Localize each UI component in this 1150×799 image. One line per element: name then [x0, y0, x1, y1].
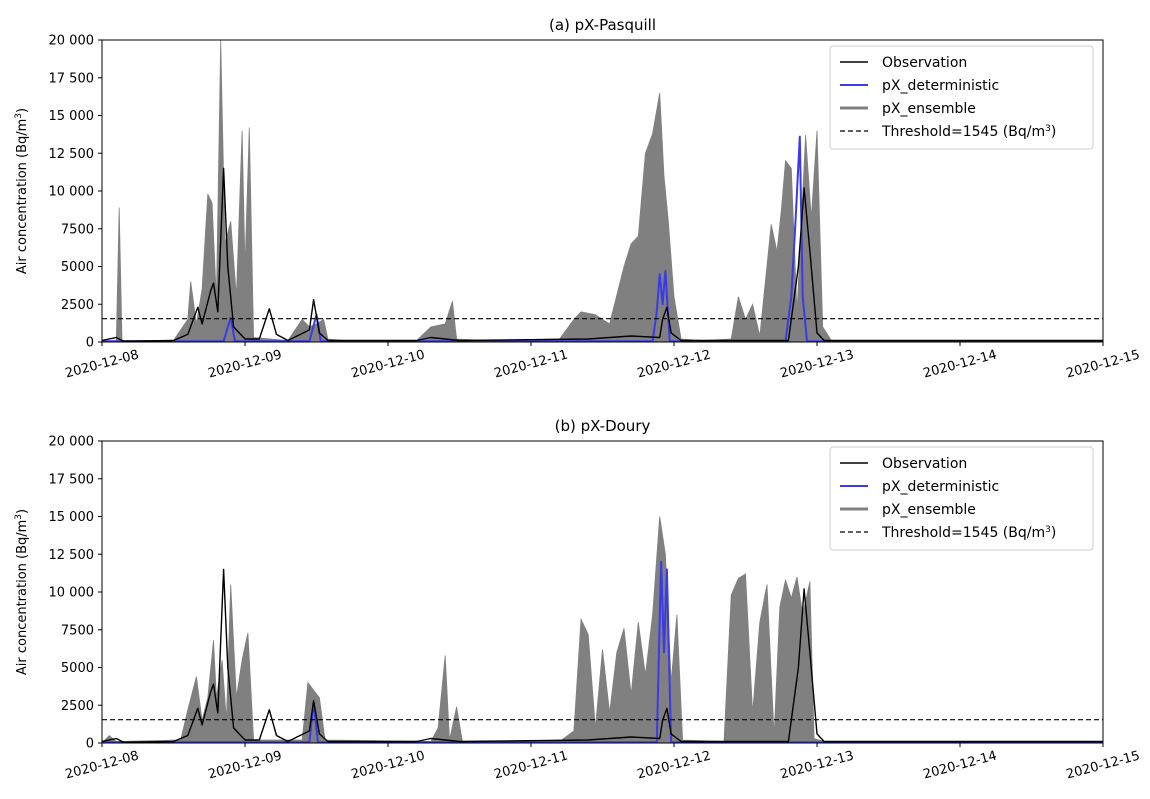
x-tick-label: 2020-12-09 [207, 748, 284, 782]
y-tick-label: 17 500 [49, 472, 95, 487]
series-pX-deterministic-line [102, 560, 1103, 743]
y-tick-label: 7500 [61, 623, 94, 638]
x-tick-label: 2020-12-10 [350, 347, 427, 381]
x-tick-label: 2020-12-15 [1065, 347, 1142, 381]
y-tick-label: 15 000 [49, 109, 95, 124]
y-axis-label: Air concentration (Bq/m3) [14, 509, 30, 675]
legend: Observation pX_deterministic pX_ensemble Th… [829, 45, 1094, 150]
y-tick-label: 17 500 [49, 71, 95, 86]
y-tick-label: 0 [86, 737, 94, 752]
plot-area [102, 40, 1103, 342]
x-tick-label: 2020-12-11 [493, 347, 570, 381]
y-tick-label: 10 000 [49, 586, 95, 601]
y-axis-label: Air concentration (Bq/m3) [14, 108, 30, 274]
series-Observation-line [102, 568, 1103, 743]
legend-label-Observation: Observation [882, 55, 967, 71]
series-Observation-line [102, 167, 1103, 342]
y-tick-label: 15 000 [49, 510, 95, 525]
y-tick-label: 12 500 [49, 147, 95, 162]
plot-area [102, 516, 1103, 743]
x-tick-label: 2020-12-15 [1065, 748, 1142, 782]
legend-label-pX-ensemble: pX_ensemble [882, 502, 976, 518]
chart-title: (b) pX-Doury [555, 417, 651, 435]
x-tick-label: 2020-12-11 [493, 748, 570, 782]
y-tick-label: 0 [86, 336, 94, 351]
series-pX-deterministic-line [102, 135, 1103, 342]
legend-box [829, 446, 1094, 551]
y-tick-label: 20 000 [49, 34, 95, 49]
legend-label-threshold: Threshold=1545 (Bq/m3) [881, 525, 1056, 541]
legend-box [829, 45, 1094, 150]
x-tick-label: 2020-12-12 [636, 748, 713, 782]
legend-label-pX-ensemble: pX_ensemble [882, 101, 976, 117]
y-tick-label: 7500 [61, 222, 94, 237]
y-tick-label: 2500 [61, 298, 94, 313]
y-tick-label: 5000 [61, 661, 94, 676]
y-tick-label: 20 000 [49, 435, 95, 450]
series-pX-ensemble-area [102, 516, 1103, 743]
chart-title: (a) pX-Pasquill [549, 16, 656, 34]
legend: Observation pX_deterministic pX_ensemble Th… [829, 446, 1094, 551]
x-tick-label: 2020-12-14 [922, 347, 999, 381]
chart-panel-0: (a) pX-Pasquill 0 2500 5000 7500 10 000 12 500… [14, 16, 1142, 382]
x-tick-label: 2020-12-10 [350, 748, 427, 782]
x-tick-label: 2020-12-13 [779, 347, 856, 381]
x-tick-label: 2020-12-12 [636, 347, 713, 381]
y-tick-label: 12 500 [49, 548, 95, 563]
x-tick-label: 2020-12-14 [922, 748, 999, 782]
x-tick-label: 2020-12-08 [64, 748, 141, 782]
y-tick-label: 5000 [61, 260, 94, 275]
y-tick-label: 10 000 [49, 185, 95, 200]
legend-label-threshold: Threshold=1545 (Bq/m3) [881, 124, 1056, 140]
x-tick-label: 2020-12-09 [207, 347, 284, 381]
x-tick-label: 2020-12-13 [779, 748, 856, 782]
legend-label-pX-deterministic: pX_deterministic [882, 78, 999, 94]
chart-panel-1: (b) pX-Doury 0 2500 5000 7500 10 000 12 500 15 … [14, 417, 1142, 783]
y-tick-label: 2500 [61, 699, 94, 714]
legend-label-pX-deterministic: pX_deterministic [882, 479, 999, 495]
legend-label-Observation: Observation [882, 456, 967, 472]
x-tick-label: 2020-12-08 [64, 347, 141, 381]
